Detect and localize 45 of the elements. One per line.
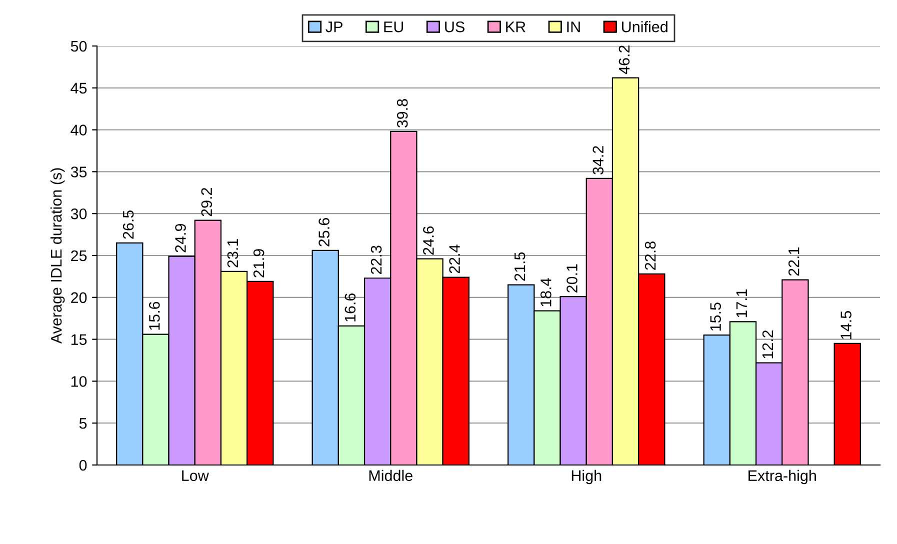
data-label: 12.2 bbox=[762, 330, 774, 358]
legend-label: US bbox=[445, 21, 464, 32]
data-label: 24.9 bbox=[175, 224, 186, 252]
x-tick-label: Extra-high bbox=[748, 470, 816, 484]
legend-label: EU bbox=[384, 22, 404, 32]
data-label: 26.5 bbox=[122, 210, 134, 239]
data-label: 22.3 bbox=[370, 246, 382, 274]
x-tick-label: High bbox=[572, 470, 602, 484]
y-tick-label: 35 bbox=[70, 166, 87, 178]
data-label: 23.1 bbox=[227, 239, 238, 268]
x-tick-label: Low bbox=[182, 470, 209, 482]
data-label: 21.9 bbox=[253, 249, 264, 278]
data-label: 25.6 bbox=[318, 218, 330, 246]
data-label: 34.2 bbox=[592, 146, 604, 174]
legend-label: Unified bbox=[622, 21, 668, 32]
data-label: 22.1 bbox=[788, 247, 800, 276]
data-label: 22.4 bbox=[449, 244, 460, 274]
data-label: 14.5 bbox=[840, 311, 852, 339]
data-label: 15.5 bbox=[710, 302, 721, 331]
data-label: 21.5 bbox=[514, 252, 526, 281]
data-label: 15.6 bbox=[149, 302, 160, 330]
y-tick-label: 10 bbox=[71, 376, 87, 387]
x-tick-label: Middle bbox=[369, 470, 412, 482]
data-label: 17.1 bbox=[736, 289, 747, 318]
y-tick-label: 50 bbox=[70, 40, 87, 52]
y-tick-label: 45 bbox=[70, 82, 87, 94]
y-tick-label: 40 bbox=[70, 124, 87, 136]
y-axis-title: Average IDLE duration (s) bbox=[50, 168, 65, 344]
data-label: 46.2 bbox=[618, 46, 630, 74]
data-label: 39.8 bbox=[396, 99, 408, 128]
data-label: 29.2 bbox=[201, 188, 212, 216]
y-tick-label: 5 bbox=[79, 418, 87, 429]
legend-label: IN bbox=[567, 22, 580, 32]
data-label: 16.6 bbox=[344, 293, 356, 322]
y-tick-label: 0 bbox=[79, 460, 87, 471]
y-tick-label: 15 bbox=[71, 334, 87, 345]
data-label: 18.4 bbox=[540, 278, 552, 306]
data-label: 20.1 bbox=[566, 264, 578, 292]
y-tick-label: 25 bbox=[71, 250, 87, 262]
y-tick-label: 20 bbox=[71, 292, 87, 304]
data-label: 24.6 bbox=[423, 226, 434, 255]
y-tick-label: 30 bbox=[70, 208, 87, 220]
legend-label: JP bbox=[326, 22, 342, 32]
data-label: 22.8 bbox=[644, 242, 656, 270]
legend-label: KR bbox=[506, 22, 526, 32]
